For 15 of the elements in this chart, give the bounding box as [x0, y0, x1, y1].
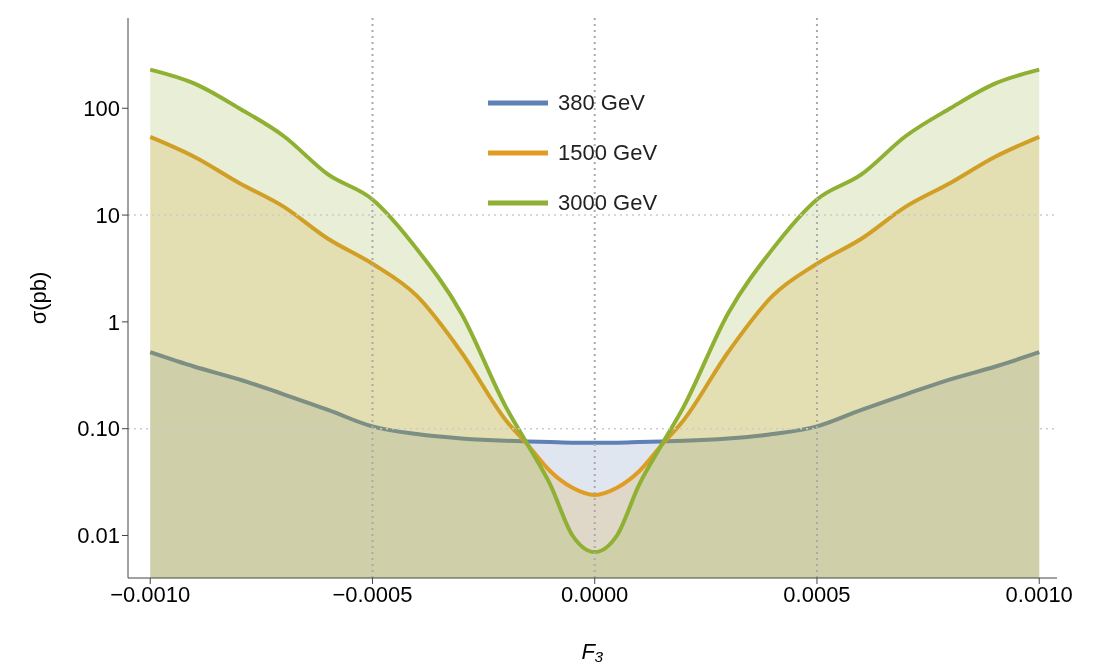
y-axis-title: σ(pb) — [25, 271, 51, 325]
y-tick-label: 10 — [95, 202, 120, 228]
x-tick-label: 0.0010 — [1005, 581, 1073, 607]
legend-label: 380 GeV — [558, 90, 645, 116]
x-tick-label: 0.0005 — [783, 581, 851, 607]
x-tick-label: 0.0000 — [561, 581, 629, 607]
x-axis-title: F₃ — [581, 638, 604, 664]
x-tick-label: −0.0005 — [332, 581, 413, 607]
y-tick-label: 0.10 — [77, 416, 120, 442]
y-tick-label: 100 — [83, 96, 120, 122]
y-tick-label: 1 — [107, 309, 120, 335]
x-tick-label: −0.0010 — [110, 581, 191, 607]
legend-label: 1500 GeV — [558, 140, 658, 166]
y-tick-label: 0.01 — [77, 523, 120, 549]
legend-label: 3000 GeV — [558, 190, 658, 216]
